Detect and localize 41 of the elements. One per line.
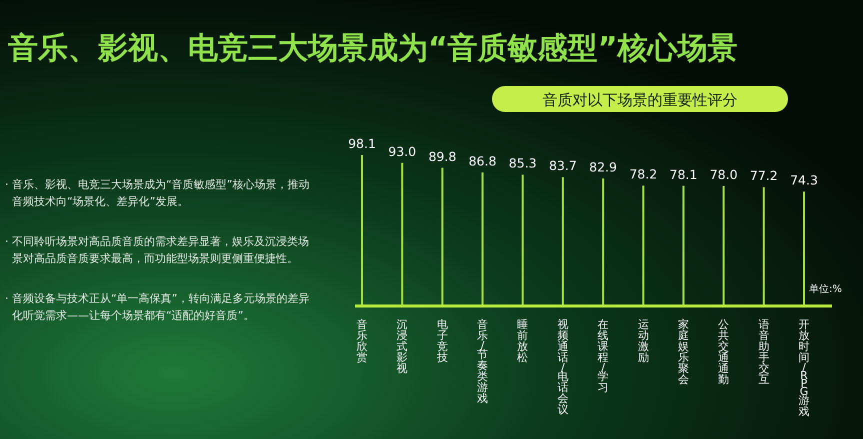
bar bbox=[722, 186, 725, 306]
bar bbox=[522, 174, 524, 306]
bar bbox=[361, 155, 363, 306]
bar bbox=[803, 192, 805, 306]
chart-subtitle: 音质对以下场景的重要性评分 bbox=[542, 91, 738, 109]
category-label: 视频通话/电话会议 bbox=[557, 318, 568, 416]
data-label: 78.2 bbox=[629, 166, 658, 182]
x-tick-label: 公共交通通勤 bbox=[718, 318, 730, 386]
x-tick-label: 在线课程/学习 bbox=[598, 318, 609, 394]
data-label: 74.3 bbox=[790, 172, 818, 188]
text: · 不同聆听场景对高品质音质的需求差异显著，娱乐及沉浸类场景对高品质音质要求最高，而功能型场景则更侧重便捷性。 bbox=[5, 235, 309, 265]
data-label: 85.3 bbox=[508, 156, 537, 171]
x-tick-label: 运动激励 bbox=[638, 318, 649, 364]
x-tick-label: 睡前放松 bbox=[517, 318, 528, 364]
x-tick-label: 沉浸式影视 bbox=[396, 318, 408, 375]
x-tick-label: 家庭娱乐聚会 bbox=[678, 318, 689, 386]
annotation: 单位:% bbox=[809, 283, 842, 295]
data-label: 93.0 bbox=[388, 144, 416, 159]
bar bbox=[482, 172, 484, 306]
data-label: 77.2 bbox=[750, 168, 778, 184]
x-tick-label: 音乐欣赏 bbox=[356, 318, 368, 364]
x-tick-label: 电子竞技 bbox=[436, 318, 448, 364]
bar bbox=[602, 178, 604, 306]
data-label: 78.0 bbox=[710, 166, 738, 182]
data-label: 78.1 bbox=[670, 166, 698, 182]
data-label: 86.8 bbox=[468, 153, 497, 168]
bar bbox=[642, 186, 644, 306]
x-tick-label: 语音助手交互 bbox=[758, 318, 770, 386]
text: · 音乐、影视、电竞三大场景成为“音质敏感型”核心场景，推动音频技术向“场景化、差异化”发展。 bbox=[5, 178, 310, 208]
bar bbox=[562, 177, 564, 306]
bar bbox=[762, 187, 765, 306]
text: · 音频设备与技术正从“单一高保真”，转向满足多元场景的差异化听觉需求——让每个场景都有“适配的好音质”。 bbox=[5, 292, 310, 322]
data-label: 89.8 bbox=[428, 148, 456, 164]
bar bbox=[441, 168, 444, 306]
bar bbox=[401, 162, 404, 306]
data-label: 83.7 bbox=[548, 158, 577, 174]
data-label: 98.1 bbox=[348, 136, 376, 151]
x-tick-label: 音乐/节奏类游戏 bbox=[477, 318, 488, 405]
chart-title: 音乐、影视、电竞三大场景成为“音质敏感型”核心场景 bbox=[8, 31, 738, 66]
bar bbox=[682, 186, 684, 306]
data-label: 82.9 bbox=[589, 159, 618, 174]
